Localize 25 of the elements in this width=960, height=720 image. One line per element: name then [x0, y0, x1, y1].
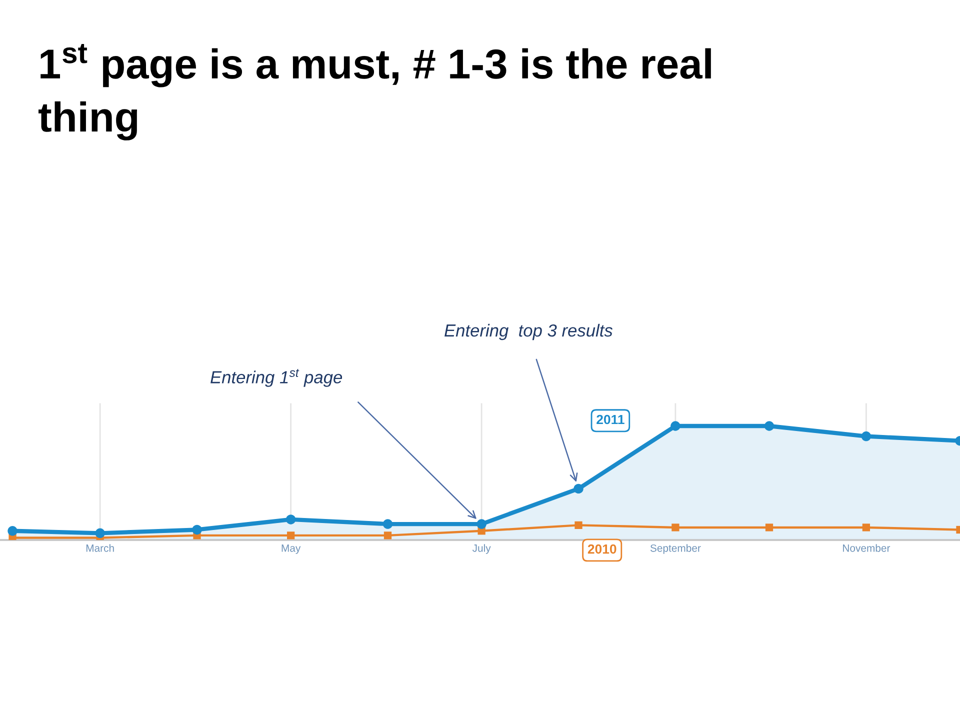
annotation: Entering top 3 results — [444, 324, 613, 340]
point — [574, 484, 584, 494]
point — [286, 532, 295, 540]
text: 2011 — [596, 414, 624, 424]
annotation: Entering 1$^{st}$ page — [210, 368, 342, 387]
point — [476, 519, 486, 529]
x-tick-label: March — [86, 544, 114, 552]
point — [670, 421, 680, 431]
point — [574, 521, 582, 529]
point — [286, 514, 296, 524]
point — [862, 524, 870, 532]
point — [384, 532, 392, 540]
point — [765, 524, 774, 532]
point — [192, 524, 202, 535]
x-tick-label: November — [843, 544, 890, 552]
point — [382, 519, 393, 529]
point — [861, 431, 872, 442]
point — [95, 528, 105, 538]
point — [764, 421, 774, 431]
point — [672, 524, 680, 532]
x-tick-label: September — [650, 544, 701, 554]
x-tick-label: July — [472, 544, 491, 554]
series-label: 2010 — [588, 544, 616, 554]
x-tick-label: May — [282, 544, 301, 554]
chart-title: 1$^{st}$ page is a must, # 1-3 is the real thing — [38, 44, 711, 140]
